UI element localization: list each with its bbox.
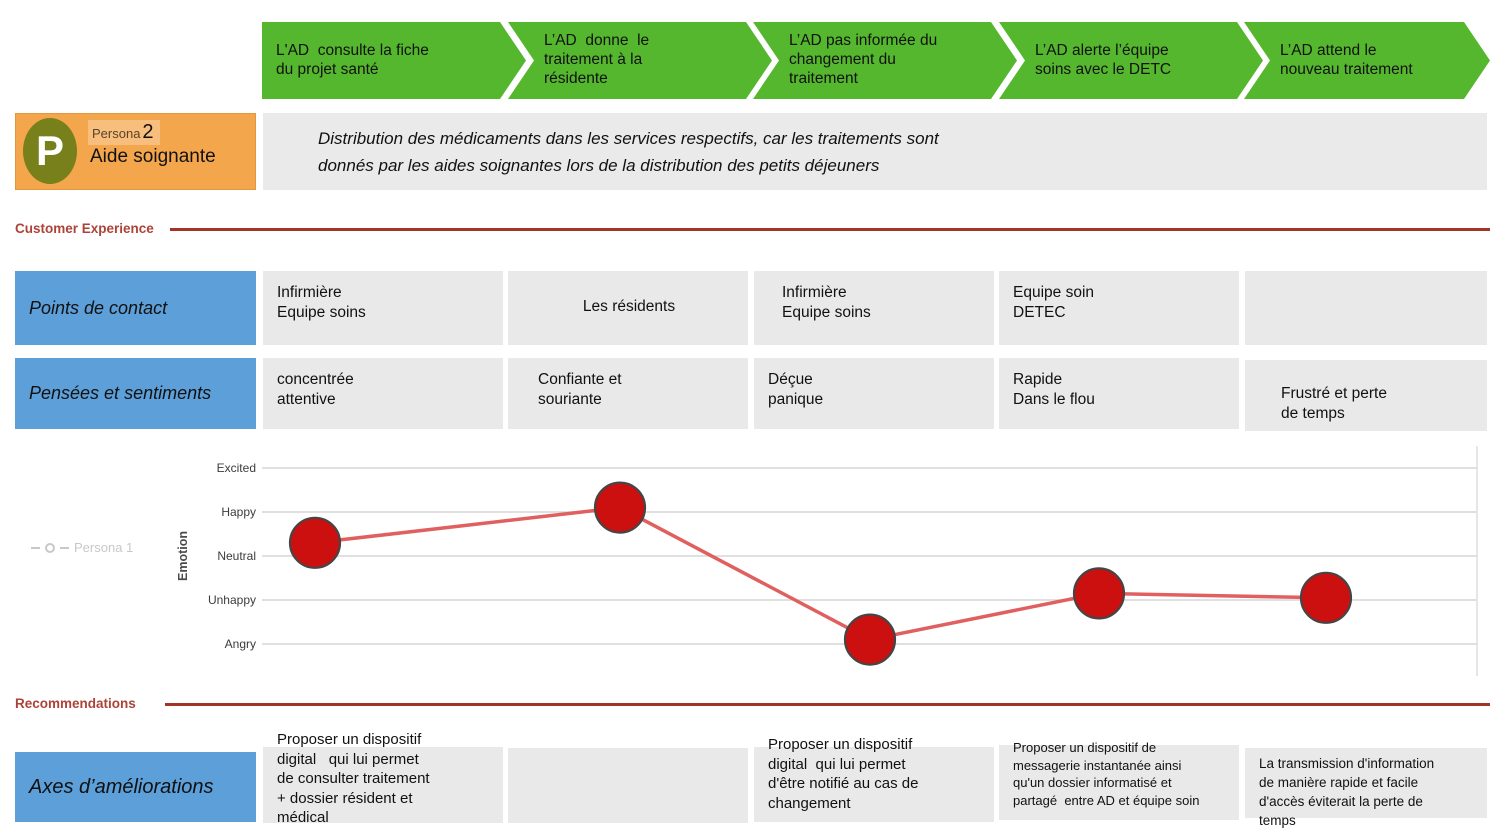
stage-label: L’AD donne le traitement à la résidente [544, 32, 650, 87]
emotion-point [1072, 567, 1126, 620]
legend-dash-icon [31, 546, 40, 549]
divider-line [170, 228, 1490, 231]
y-tick-label: Unhappy [208, 593, 256, 607]
chart-legend: Persona 1 [31, 540, 133, 555]
persona-badge-icon: P [23, 118, 77, 184]
emotion-line [314, 505, 1327, 642]
stage-arrow-3: L’AD pas informée du changement du trait… [753, 22, 1017, 99]
axes-cell-1: Proposer un dispositif digital qui lui p… [263, 731, 503, 826]
y-tick-label: Happy [221, 505, 256, 519]
axes-cell-4: Proposer un dispositif de messagerie ins… [999, 740, 1239, 820]
legend-series-name: Persona 1 [74, 540, 134, 555]
emotion-point [843, 613, 897, 666]
points-cell-5 [1245, 271, 1487, 345]
axes-cell-5: La transmission d'information de manière… [1245, 748, 1487, 828]
persona-label: Persona [92, 126, 141, 141]
points-cell-4: Equipe soin DETEC [999, 271, 1239, 345]
axes-cell-3: Proposer un dispositif digital qui lui p… [754, 736, 994, 822]
emotion-point [288, 516, 342, 569]
stage-label: L’AD alerte l’équipe soins avec le DETC [1035, 41, 1172, 78]
chart-ylabel: Emotion [176, 531, 190, 581]
points-cell-2: Les résidents [508, 271, 748, 345]
stage-label: L'AD consulte la fiche du projet santé [276, 41, 429, 78]
pensees-cell-1: concentrée attentive [263, 358, 503, 429]
y-tick-label: Neutral [217, 549, 256, 563]
section-recommendations: Recommendations [15, 696, 136, 711]
stage-arrow-4: L’AD alerte l’équipe soins avec le DETC [999, 22, 1263, 99]
persona-name: Persona 2 [88, 120, 160, 145]
row-label-axes-ameliorations: Axes d’améliorations [15, 752, 256, 822]
stage-arrow-1: L'AD consulte la fiche du projet santé [262, 22, 526, 99]
stage-arrow-5: L’AD attend le nouveau traitement [1244, 22, 1490, 99]
legend-circle-icon [45, 542, 55, 553]
points-cell-3: Infirmière Equipe soins [754, 271, 994, 345]
divider-line [165, 703, 1490, 706]
axes-cell-2 [508, 748, 748, 823]
pensees-cell-2: Confiante et souriante [508, 358, 748, 429]
scenario-description: Distribution des médicaments dans les se… [263, 113, 1487, 190]
section-customer-experience: Customer Experience [15, 221, 154, 236]
points-cell-1: Infirmière Equipe soins [263, 271, 503, 345]
pensees-cell-4: Rapide Dans le flou [999, 358, 1239, 429]
row-label-pensees-sentiments: Pensées et sentiments [15, 358, 256, 429]
persona-number: 2 [142, 121, 154, 143]
pensees-cell-5: Frustré et perte de temps [1245, 360, 1487, 431]
stage-label: L’AD attend le nouveau traitement [1280, 41, 1413, 78]
legend-dash-icon [60, 546, 69, 549]
y-tick-label: Excited [217, 461, 256, 475]
persona-card: P Persona 2 Aide soignante [15, 113, 256, 190]
pensees-cell-3: Déçue panique [754, 358, 994, 429]
emotion-point [1299, 571, 1353, 624]
y-tick-label: Angry [225, 637, 256, 651]
persona-role: Aide soignante [90, 146, 216, 167]
row-label-points-de-contact: Points de contact [15, 271, 256, 345]
emotion-point [593, 481, 647, 534]
stage-arrow-2: L’AD donne le traitement à la résidente [508, 22, 772, 99]
stage-label: L’AD pas informée du changement du trait… [789, 32, 938, 87]
